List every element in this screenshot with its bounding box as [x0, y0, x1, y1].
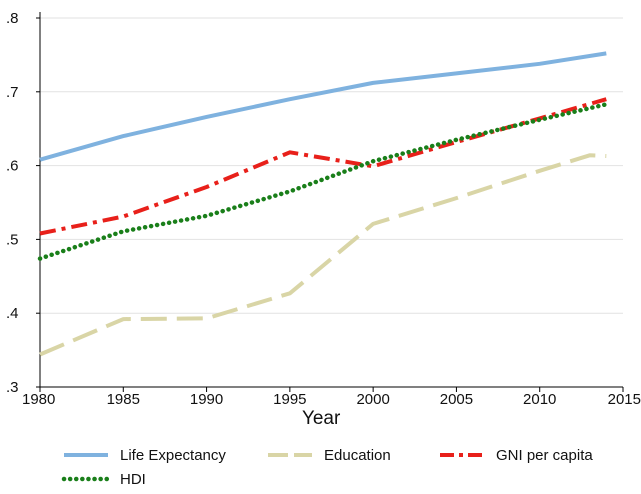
- y-tick-label: .3: [6, 379, 19, 396]
- y-tick-label: .4: [6, 305, 19, 322]
- x-tick-label: 2000: [356, 391, 389, 408]
- legend-label: Life Expectancy: [120, 447, 226, 464]
- x-axis-title: Year: [302, 408, 341, 429]
- x-tick-label: 1980: [22, 391, 55, 408]
- legend-item-hdi: HDI: [61, 471, 146, 488]
- x-tick-label: 1990: [190, 391, 223, 408]
- grid-lines: [40, 17, 623, 314]
- y-tick-label: .6: [6, 158, 19, 175]
- legend-item-education: Education: [268, 447, 391, 464]
- series-lines: [37, 51, 609, 357]
- x-tick-label: 1985: [107, 391, 140, 408]
- x-tick-label: 2015: [608, 391, 641, 408]
- series-line-hdi: [37, 102, 609, 261]
- legend-item-life-expectancy: Life Expectancy: [64, 447, 226, 464]
- series-line-education: [39, 153, 607, 357]
- y-tick-label: .8: [6, 10, 19, 27]
- series-line-gni-per-capita: [39, 97, 607, 236]
- x-tick-label: 1995: [273, 391, 306, 408]
- y-tick-label: .5: [6, 231, 19, 248]
- axes: .3 .4 .5 .6 .7 .8 1980 1985 1990 1995 2000 2005 2010…: [6, 10, 641, 408]
- legend-item-gni-per-capita: GNI per capita: [440, 447, 593, 464]
- series-line-life-expectancy: [39, 51, 607, 162]
- x-tick-label: 2005: [440, 391, 473, 408]
- legend-label: Education: [324, 447, 391, 464]
- legend-label: HDI: [120, 471, 146, 488]
- y-tick-label: .7: [6, 84, 19, 101]
- x-tick-label: 2010: [523, 391, 556, 408]
- legend: Life Expectancy Education GNI per capita HD…: [61, 447, 593, 488]
- legend-label: GNI per capita: [496, 447, 593, 464]
